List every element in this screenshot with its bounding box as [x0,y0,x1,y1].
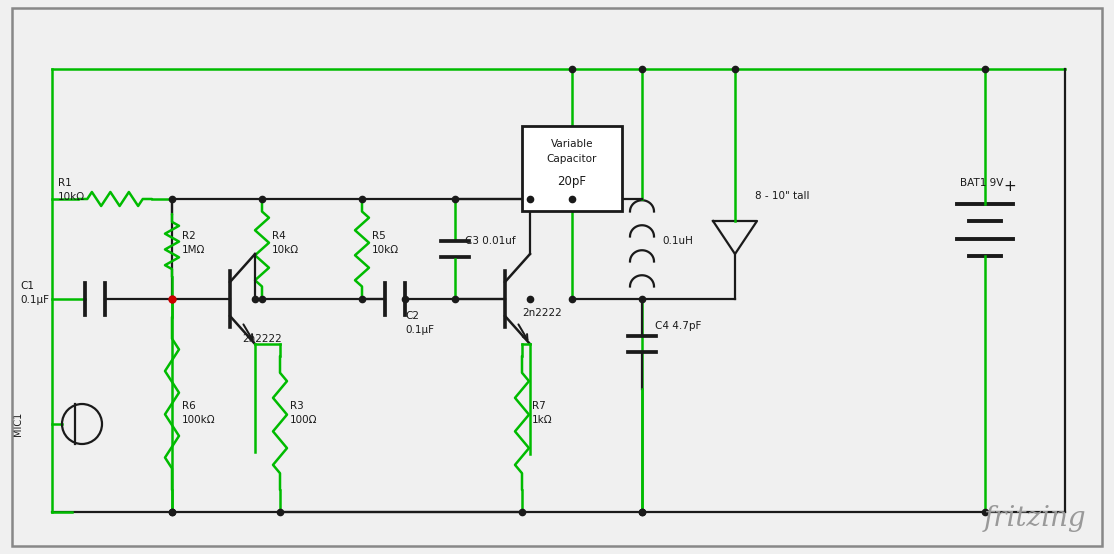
Text: R3: R3 [290,401,304,411]
Text: C3 0.01uf: C3 0.01uf [465,236,516,246]
Text: 10kΩ: 10kΩ [372,245,399,255]
Text: R1: R1 [58,178,71,188]
Text: 10kΩ: 10kΩ [272,245,300,255]
Text: 2n2222: 2n2222 [242,334,282,344]
Text: R7: R7 [532,401,546,411]
Text: 100kΩ: 100kΩ [182,415,216,425]
Text: 0.1uH: 0.1uH [662,236,693,246]
Text: C2: C2 [405,311,419,321]
Text: 2n2222: 2n2222 [522,308,561,318]
Text: C4 4.7pF: C4 4.7pF [655,321,702,331]
Text: 1kΩ: 1kΩ [532,415,553,425]
Text: 10kΩ: 10kΩ [58,192,85,202]
Text: MIC1: MIC1 [13,412,23,436]
Text: 0.1μF: 0.1μF [405,325,434,335]
Text: R4: R4 [272,231,286,241]
Text: 20pF: 20pF [557,175,586,188]
Text: 0.1μF: 0.1μF [20,295,49,305]
Text: R5: R5 [372,231,385,241]
Text: R6: R6 [182,401,196,411]
Text: R2: R2 [182,231,196,241]
Text: 1MΩ: 1MΩ [182,245,205,255]
Text: BAT1 9V: BAT1 9V [960,178,1004,188]
Text: 100Ω: 100Ω [290,415,317,425]
Text: C1: C1 [20,281,35,291]
Bar [522,126,622,212]
Text: Capacitor: Capacitor [547,154,597,164]
Text: 8 - 10" tall: 8 - 10" tall [755,191,810,201]
Text: fritzing: fritzing [984,505,1086,532]
Text: +: + [1004,179,1016,194]
Text: Variable: Variable [550,139,594,149]
